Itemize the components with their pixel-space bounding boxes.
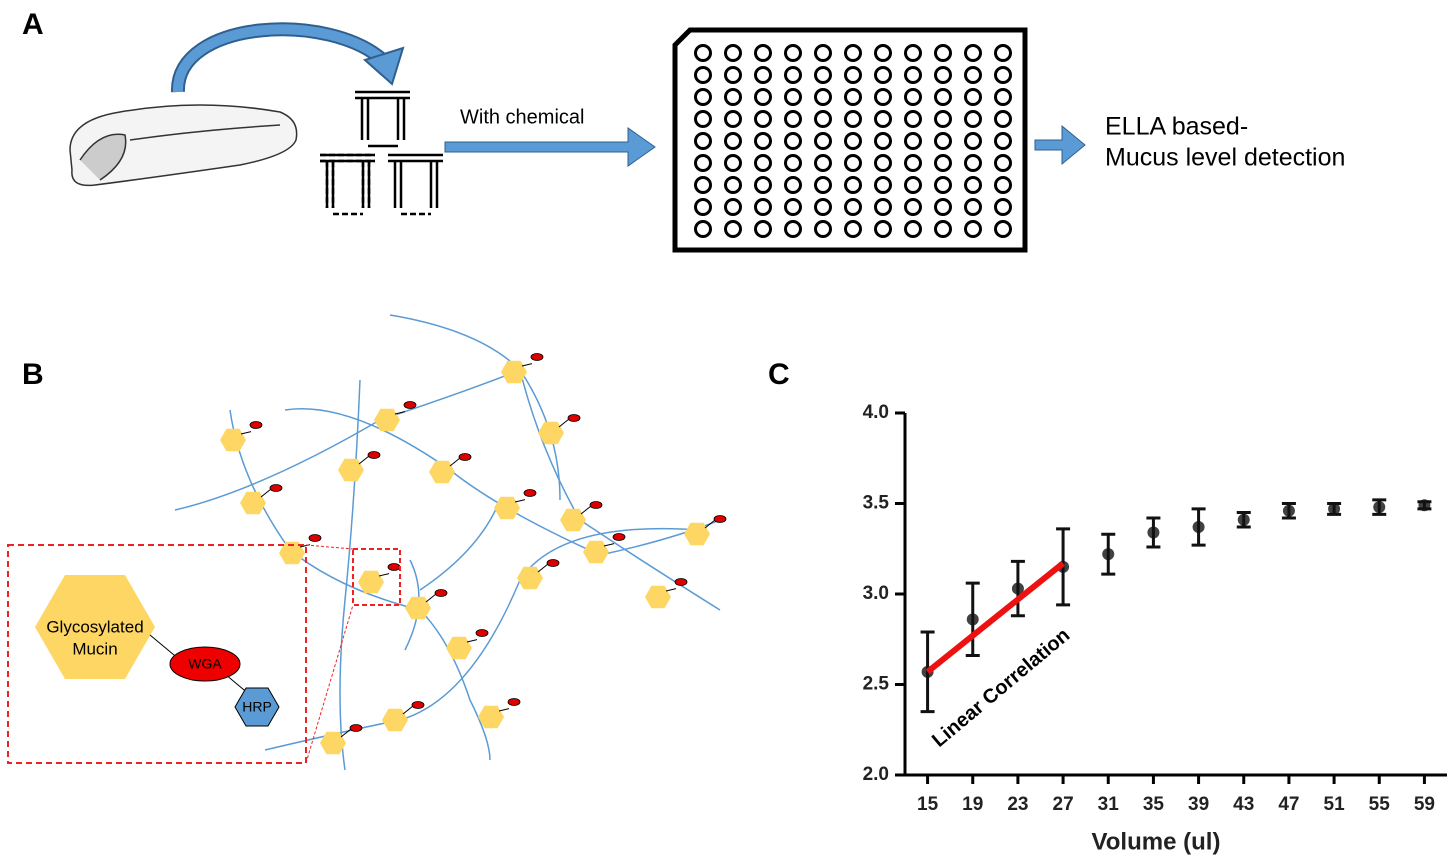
plate [675,30,1025,250]
wga [476,630,488,637]
y-tick-label: 4.0 [863,402,889,423]
wga [412,702,424,709]
tubes [320,92,443,214]
marker [1373,501,1385,513]
x-tick-label: 15 [917,794,939,815]
link [499,709,509,711]
wga [388,564,400,571]
wga [404,402,416,409]
zoom-line [306,545,353,549]
arrow [1035,126,1085,164]
mucin-hexagon [358,571,384,594]
chart: 2.0 2.5 3.0 3.5 4.0 15 19 23 27 31 35 39 43 47 51 55 59 V… [863,402,1447,855]
link [538,564,548,572]
hrp-text: HRP [242,699,272,715]
link [604,544,614,546]
mucin-hexagon [240,492,266,515]
wga [568,415,580,422]
wga [250,422,262,429]
link [341,729,351,737]
panel-label: A [22,8,44,41]
x-tick-label: 27 [1053,794,1074,815]
marker [1418,499,1430,511]
marker [967,613,979,625]
x-tick-label: 39 [1188,794,1209,815]
x-tick-label: 35 [1143,794,1165,815]
mucin-text: Mucin [72,639,117,658]
tadpole [70,105,297,185]
wga [547,560,559,567]
hexagons [220,354,726,755]
mucin-hexagon [645,586,671,609]
mucin-hexagon [583,541,609,564]
link [705,520,715,528]
link [261,489,271,497]
link [379,574,389,576]
mucin-hexagon [220,429,246,452]
x-tick-label: 51 [1324,794,1346,815]
mucin-hexagon [405,597,431,620]
mucin-hexagon [560,509,586,532]
wga [368,452,380,459]
wga [524,490,536,497]
wga [613,534,625,541]
x-tick-label: 31 [1098,794,1120,815]
wga [590,502,602,509]
figure: A With chemical ELLA based- Mucus level … [0,0,1453,861]
y-tick-label: 2.5 [863,674,890,695]
wga-text: WGA [188,656,222,672]
mucin-hexagon [429,461,455,484]
marker [1283,505,1295,517]
wga [270,485,282,492]
y-tick-label: 3.0 [863,583,889,604]
mucin-hexagon [517,567,543,590]
marker [1238,514,1250,526]
link [359,456,369,464]
mucin-hexagon [494,497,520,520]
x-tick-label: 43 [1233,794,1254,815]
x-tick-label: 47 [1278,794,1299,815]
link [666,589,676,591]
link [515,500,525,502]
x-tick-label: 23 [1007,794,1028,815]
wga [508,699,520,706]
wga [714,516,726,523]
link [426,594,436,602]
step-label: With chemical [460,106,584,128]
wga [675,579,687,586]
result-text: ELLA based- [1105,113,1248,141]
mucin-text: Glycosylated [46,617,143,636]
wga [350,725,362,732]
panel-label: C [768,358,790,391]
x-axis-label: Volume (ul) [1092,828,1221,855]
marker [1193,521,1205,533]
x-tick-label: 55 [1369,794,1391,815]
link [522,364,532,366]
link [559,419,569,427]
arrow [445,128,655,166]
link [241,432,251,434]
wga [309,535,321,542]
mucin-hexagon [446,637,472,660]
link [581,506,591,514]
wga [531,354,543,361]
link [450,458,460,466]
result-text: Mucus level detection [1105,144,1345,172]
mucin-hexagon [338,459,364,482]
y-tick-label: 3.5 [863,493,890,514]
x-tick-label: 19 [962,794,983,815]
wga [435,590,447,597]
link [403,706,413,714]
panel-label: B [22,358,44,391]
mucin-hexagon [382,709,408,732]
y-tick-label: 2.0 [863,764,889,785]
link [467,640,477,642]
wga [459,454,471,461]
marker [1147,526,1159,538]
marker [1328,503,1340,515]
fit-label: Linear Correlation [928,624,1074,752]
marker [1102,548,1114,560]
x-tick-label: 59 [1414,794,1435,815]
